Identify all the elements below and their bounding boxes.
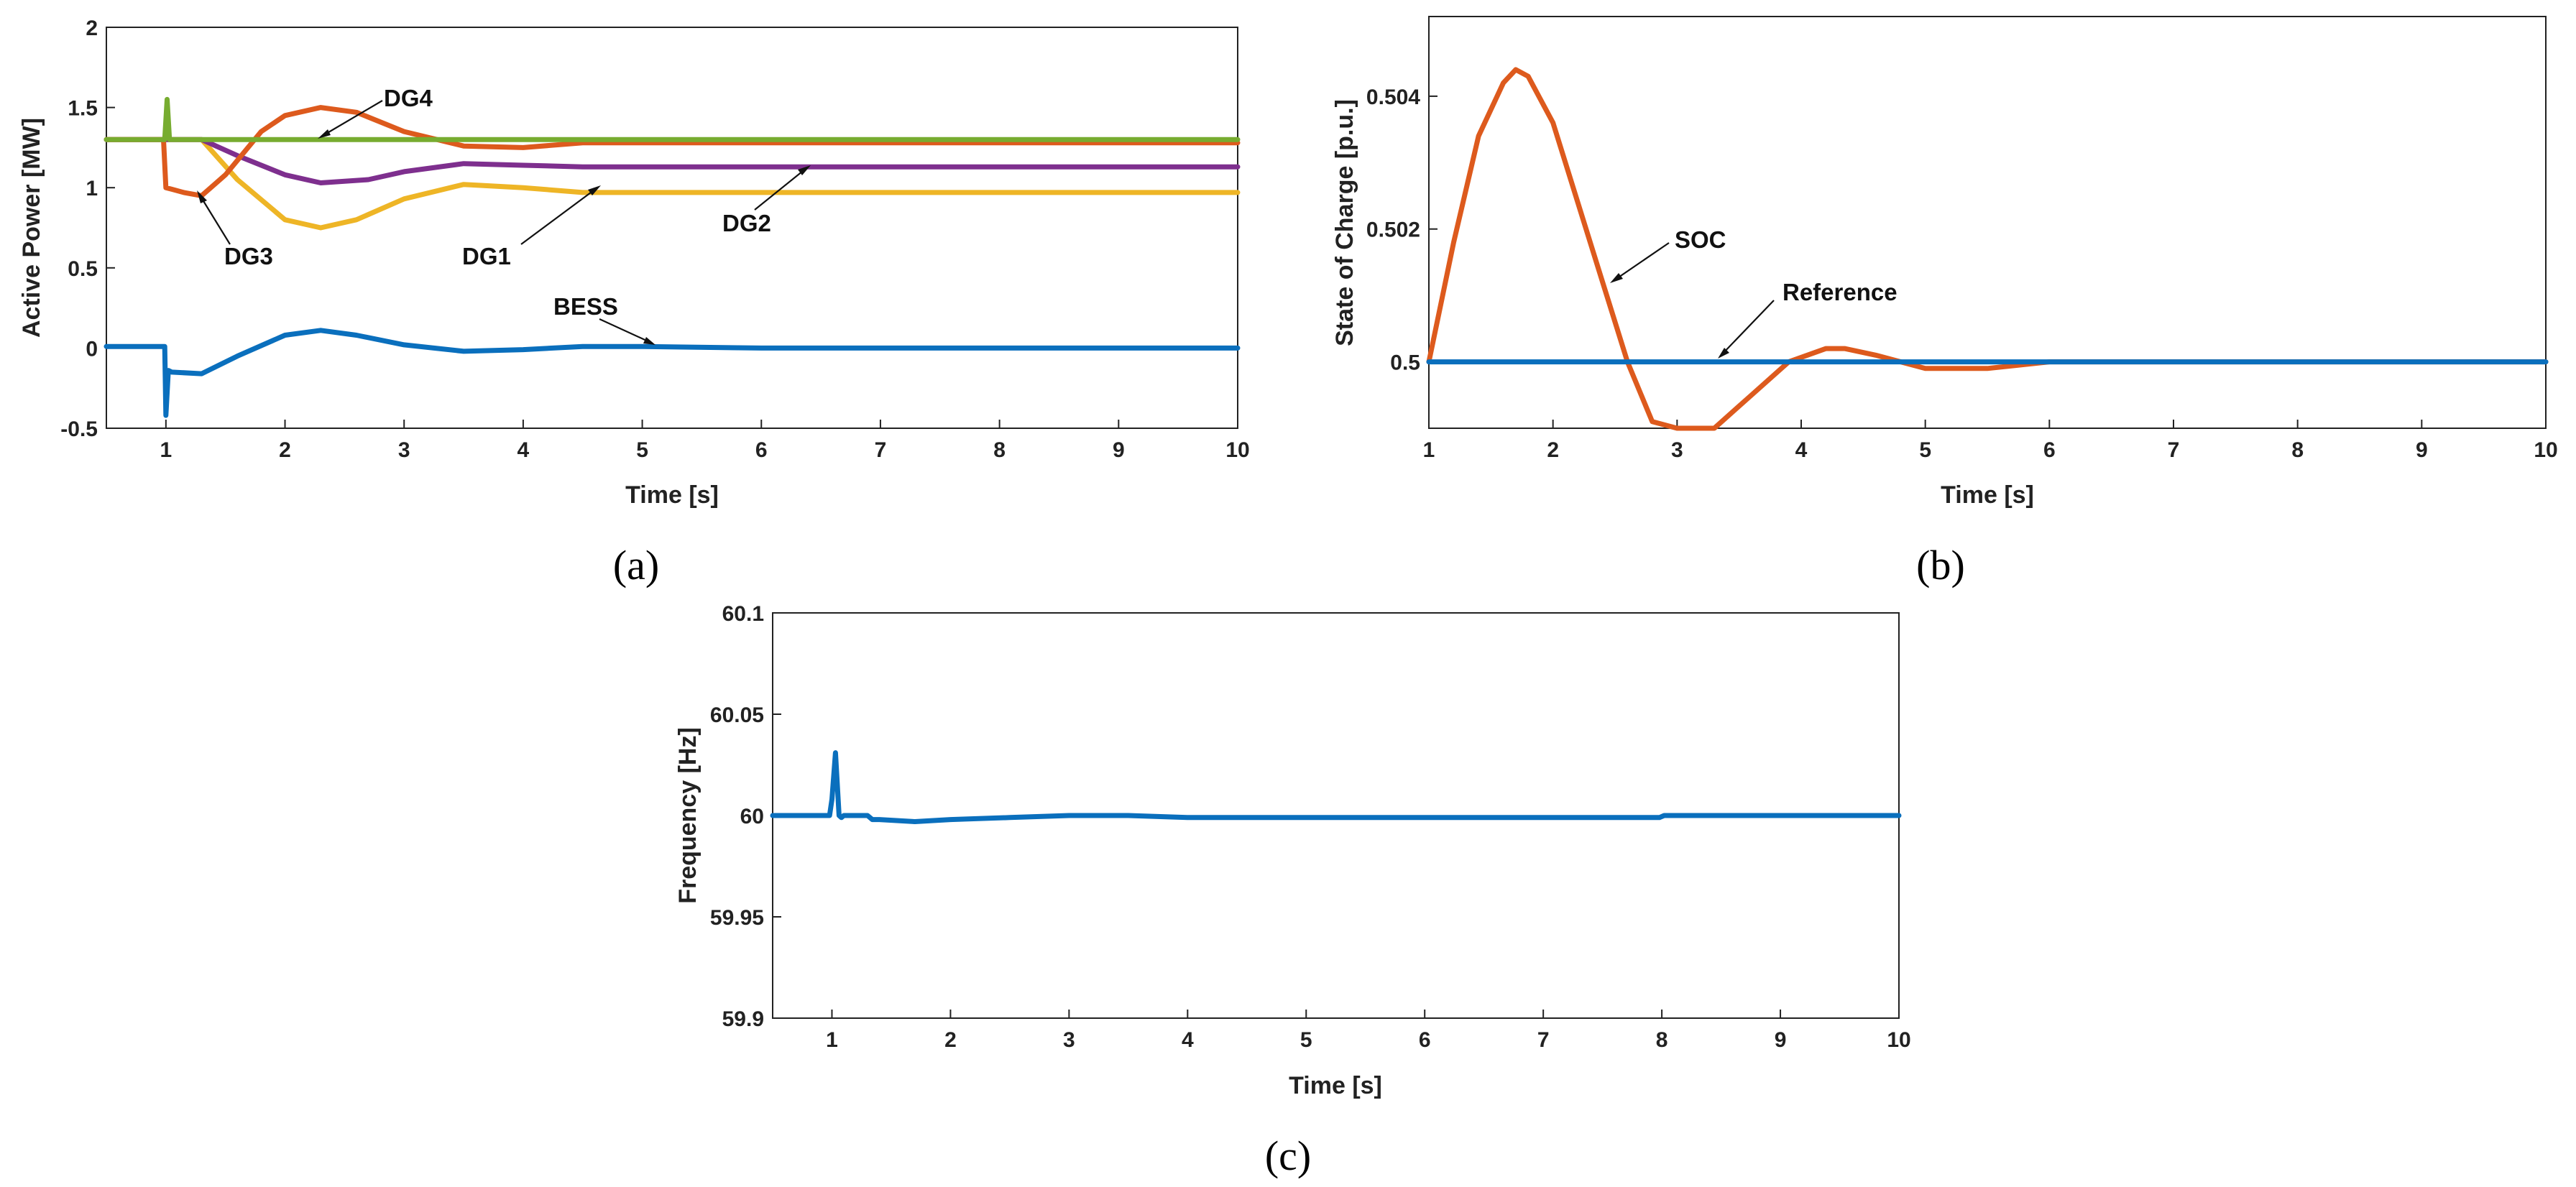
chart-a-x-tick-label: 5 bbox=[636, 438, 648, 462]
chart-c-x-tick-label: 5 bbox=[1300, 1028, 1312, 1052]
chart-a-y-tick-label: 0 bbox=[86, 337, 98, 361]
chart-a-series-dg1 bbox=[104, 137, 1241, 231]
chart-b-y-tick-label: 0.502 bbox=[1366, 218, 1420, 242]
chart-c-x-tick-label: 2 bbox=[944, 1028, 957, 1052]
chart-a-x-tick-label: 9 bbox=[1113, 438, 1125, 462]
chart-a-annotation-dg1: DG1 bbox=[462, 185, 601, 269]
chart-a-series-dg4 bbox=[104, 96, 1241, 142]
chart-c-x-tick-label: 9 bbox=[1775, 1028, 1787, 1052]
panel-label-c: (c) bbox=[1265, 1132, 1311, 1179]
chart-c-series-frequency bbox=[770, 750, 1902, 824]
chart-a-x-tick-label: 7 bbox=[875, 438, 887, 462]
chart-b-x-tick-label: 1 bbox=[1423, 438, 1435, 462]
chart-a-y-tick-label: 0.5 bbox=[68, 257, 98, 281]
chart-b-y-ticks: 0.5 0.502 0.504 bbox=[1366, 86, 1438, 375]
chart-b-x-ticks: 1 2 3 4 5 6 7 8 9 10 bbox=[1423, 420, 2558, 462]
chart-c-x-tick-label: 6 bbox=[1419, 1028, 1431, 1052]
chart-c-x-tick-label: 10 bbox=[1887, 1028, 1910, 1052]
chart-c-x-tick-label: 3 bbox=[1063, 1028, 1075, 1052]
chart-a-x-tick-label: 3 bbox=[398, 438, 410, 462]
chart-a-annotation-dg4: DG4 bbox=[318, 85, 433, 139]
chart-c-x-tick-label: 8 bbox=[1656, 1028, 1668, 1052]
chart-c-x-tick-label: 7 bbox=[1537, 1028, 1550, 1052]
chart-b-x-tick-label: 8 bbox=[2291, 438, 2304, 462]
chart-b-x-tick-label: 4 bbox=[1795, 438, 1808, 462]
chart-a: 1 2 3 4 5 6 7 8 9 10 -0.5 0 0.5 1 1.5 2 Time [s] Activ… bbox=[18, 17, 1250, 509]
svg-text:DG1: DG1 bbox=[462, 243, 511, 269]
panel-label-a: (a) bbox=[613, 542, 659, 588]
svg-text:DG3: DG3 bbox=[224, 243, 273, 269]
chart-b-y-label: State of Charge [p.u.] bbox=[1331, 99, 1358, 346]
panel-label-b: (b) bbox=[1916, 542, 1965, 588]
chart-a-y-tick-label: 2 bbox=[86, 17, 98, 40]
chart-c-series bbox=[770, 750, 1902, 824]
chart-b-annotation-soc: SOC bbox=[1610, 226, 1726, 283]
chart-a-y-tick-label: 1 bbox=[86, 177, 98, 200]
chart-a-x-tick-label: 6 bbox=[755, 438, 768, 462]
chart-c-y-tick-label: 60.1 bbox=[722, 602, 764, 626]
chart-c-y-tick-label: 60.05 bbox=[710, 703, 764, 727]
chart-b-x-label: Time [s] bbox=[1941, 481, 2034, 509]
chart-a-x-tick-label: 8 bbox=[993, 438, 1006, 462]
chart-b-x-tick-label: 9 bbox=[2416, 438, 2428, 462]
chart-a-x-tick-label: 1 bbox=[160, 438, 172, 462]
chart-c-x-tick-label: 1 bbox=[826, 1028, 838, 1052]
chart-c-x-ticks: 1 2 3 4 5 6 7 8 9 10 bbox=[826, 1010, 1911, 1052]
chart-a-x-tick-label: 4 bbox=[518, 438, 530, 462]
chart-b-x-tick-label: 7 bbox=[2168, 438, 2180, 462]
chart-a-y-label: Active Power [MW] bbox=[18, 118, 45, 338]
chart-b-x-tick-label: 5 bbox=[1919, 438, 1931, 462]
chart-b-x-tick-label: 6 bbox=[2043, 438, 2056, 462]
chart-a-x-tick-label: 2 bbox=[279, 438, 291, 462]
chart-b: 1 2 3 4 5 6 7 8 9 10 0.5 0.502 0.504 Time [s] State… bbox=[1331, 16, 2558, 509]
chart-c-x-tick-label: 4 bbox=[1182, 1028, 1194, 1052]
chart-a-x-label: Time [s] bbox=[625, 481, 719, 509]
chart-a-annotation-bess: BESS bbox=[553, 293, 656, 345]
chart-c-y-ticks: 59.9 59.95 60 60.05 60.1 bbox=[710, 602, 781, 1031]
chart-a-series-bess bbox=[104, 328, 1241, 418]
chart-b-y-tick-label: 0.504 bbox=[1366, 86, 1420, 109]
chart-b-annotation-reference: Reference bbox=[1718, 279, 1898, 359]
chart-a-plot-area bbox=[106, 27, 1238, 429]
chart-b-x-tick-label: 2 bbox=[1547, 438, 1559, 462]
chart-c-y-tick-label: 59.9 bbox=[722, 1007, 764, 1031]
chart-b-x-tick-label: 10 bbox=[2534, 438, 2557, 462]
chart-c-y-tick-label: 59.95 bbox=[710, 906, 764, 930]
chart-a-series-dg2 bbox=[104, 137, 1241, 185]
svg-text:SOC: SOC bbox=[1675, 226, 1726, 253]
svg-text:DG4: DG4 bbox=[384, 85, 433, 111]
chart-c-y-tick-label: 60 bbox=[740, 805, 764, 828]
chart-b-series bbox=[1426, 67, 2549, 431]
chart-c: 1 2 3 4 5 6 7 8 9 10 59.9 59.95 60 60.05 60.1 Time [s… bbox=[674, 602, 1911, 1099]
svg-text:Reference: Reference bbox=[1782, 279, 1898, 305]
chart-c-y-label: Frequency [Hz] bbox=[674, 727, 702, 904]
chart-a-y-tick-label: 1.5 bbox=[68, 97, 98, 121]
chart-a-y-tick-label: -0.5 bbox=[60, 417, 98, 441]
chart-b-x-tick-label: 3 bbox=[1671, 438, 1683, 462]
chart-a-x-tick-label: 10 bbox=[1225, 438, 1249, 462]
chart-a-series-dg3 bbox=[104, 105, 1241, 198]
svg-text:DG2: DG2 bbox=[722, 210, 771, 236]
chart-a-annotation-dg2: DG2 bbox=[722, 165, 811, 236]
chart-a-annotation-dg3: DG3 bbox=[197, 190, 273, 269]
chart-a-y-ticks: -0.5 0 0.5 1 1.5 2 bbox=[60, 17, 115, 441]
chart-a-series bbox=[104, 96, 1241, 418]
chart-a-x-ticks: 1 2 3 4 5 6 7 8 9 10 bbox=[160, 420, 1250, 462]
chart-b-y-tick-label: 0.5 bbox=[1390, 351, 1420, 375]
chart-c-x-label: Time [s] bbox=[1289, 1072, 1382, 1099]
svg-text:BESS: BESS bbox=[553, 293, 618, 320]
